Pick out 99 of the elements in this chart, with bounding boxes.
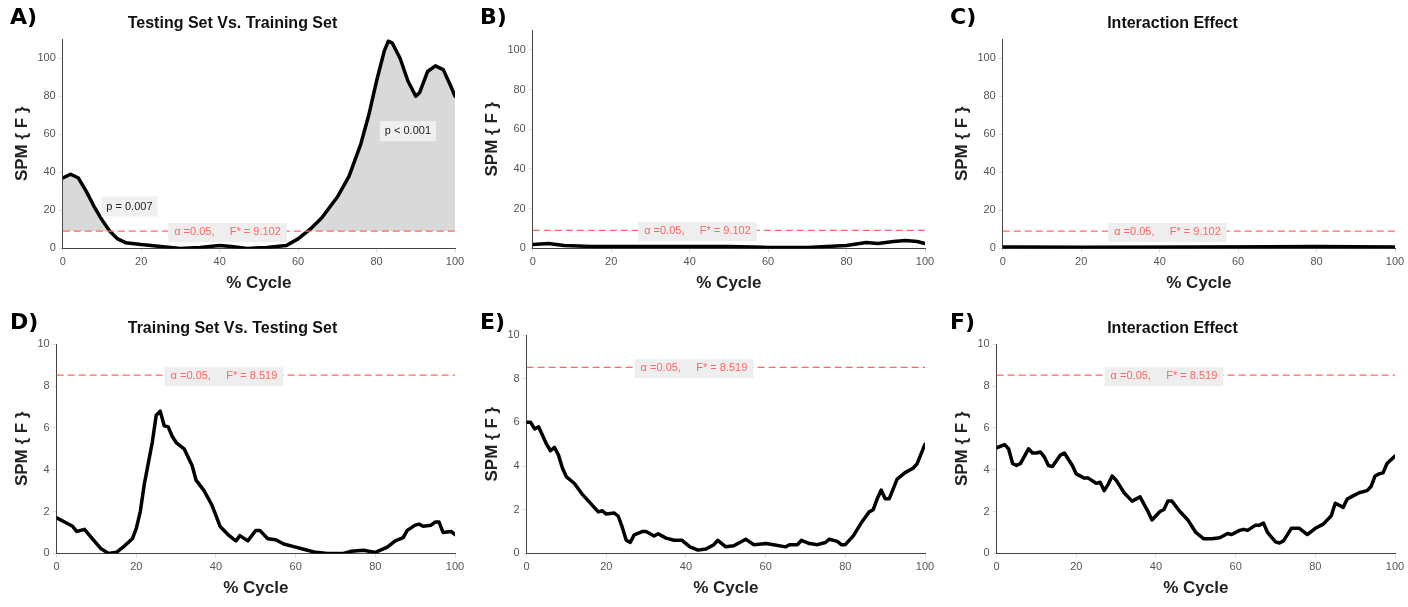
text: D) (10, 309, 39, 334)
x-tick-label: 80 (369, 560, 382, 573)
x-tick-label: 40 (683, 255, 696, 268)
y-tick-label: 10 (507, 328, 520, 341)
x-tick-label: 60 (291, 255, 305, 268)
x-axis-title: % Cycle (226, 273, 292, 293)
x-tick-label: 0 (529, 255, 536, 268)
ref-line-label: α =0.05, F* = 8.519 (1110, 369, 1218, 382)
y-tick-label: 8 (983, 379, 990, 392)
x-axis-title: % Cycle (696, 273, 762, 293)
y-tick-label: 60 (43, 127, 56, 140)
y-tick-label: 10 (977, 337, 990, 350)
x-tick-label: 20 (605, 255, 618, 268)
ref-line-label: α =0.05, F* = 9.102 (174, 225, 281, 238)
y-tick-label: 0 (513, 546, 520, 559)
x-tick-label: 100 (915, 560, 935, 573)
y-axis-title: SPM { F } (481, 101, 501, 177)
y-tick-label: 2 (43, 504, 50, 517)
y-tick-label: 4 (983, 462, 990, 475)
y-tick-label: 4 (43, 462, 50, 475)
x-tick-label: 20 (1075, 255, 1088, 268)
ref-line-label: α =0.05, F* = 9.102 (1114, 225, 1221, 238)
y-tick-label: 100 (977, 51, 996, 64)
chart-title: Testing Set Vs. Training Set (127, 14, 338, 32)
y-tick-label: 20 (513, 201, 526, 214)
x-axis-title: % Cycle (223, 578, 289, 598)
text: E) (480, 309, 506, 334)
x-tick-label: 100 (1385, 255, 1405, 268)
x-tick-label: 20 (600, 560, 613, 573)
y-axis-title: SPM { F } (951, 411, 971, 487)
y-axis-title: SPM { F } (481, 406, 501, 482)
x-tick-label: 60 (759, 560, 772, 573)
y-tick-label: 8 (513, 371, 520, 384)
x-axis-title: % Cycle (1166, 273, 1232, 293)
x-tick-label: 40 (1153, 255, 1166, 268)
y-tick-label: 0 (43, 546, 50, 559)
y-tick-label: 2 (513, 502, 520, 515)
y-tick-label: 6 (983, 420, 990, 433)
x-tick-label: 80 (839, 560, 852, 573)
y-tick-label: 60 (513, 122, 526, 135)
y-tick-label: 0 (519, 241, 526, 254)
annotation: p < 0.001 (384, 124, 432, 137)
x-tick-label: 40 (213, 255, 226, 268)
y-tick-label: 80 (983, 89, 996, 102)
chart-title: Interaction Effect (1107, 319, 1239, 337)
text: A) (10, 4, 38, 29)
ref-line-label: α =0.05, F* = 8.519 (170, 369, 278, 382)
x-axis-title: % Cycle (693, 578, 759, 598)
y-tick-label: 20 (983, 203, 996, 216)
text: C) (950, 4, 977, 29)
y-tick-label: 10 (37, 337, 50, 350)
text: F) (950, 309, 976, 334)
y-tick-label: 6 (513, 415, 520, 428)
x-tick-label: 80 (1309, 560, 1322, 573)
x-tick-label: 60 (289, 560, 302, 573)
y-tick-label: 40 (983, 165, 996, 178)
ref-line-label: α =0.05, F* = 8.519 (640, 361, 748, 374)
x-tick-label: 80 (370, 255, 383, 268)
x-tick-label: 80 (1310, 255, 1323, 268)
chart-title: Interaction Effect (1107, 14, 1239, 32)
y-tick-label: 0 (989, 241, 996, 254)
x-tick-label: 60 (1229, 560, 1242, 573)
y-tick-label: 40 (43, 165, 56, 178)
x-tick-label: 0 (59, 255, 66, 268)
x-tick-label: 20 (135, 255, 148, 268)
y-tick-label: 60 (983, 127, 996, 140)
x-tick-label: 80 (840, 255, 853, 268)
x-tick-label: 100 (1385, 560, 1405, 573)
y-tick-label: 8 (43, 379, 50, 392)
x-axis-title: % Cycle (1163, 578, 1229, 598)
y-tick-label: 40 (513, 162, 526, 175)
y-axis-title: SPM { F } (951, 106, 971, 182)
y-tick-label: 4 (513, 459, 520, 472)
ref-line-label: α =0.05, F* = 9.102 (644, 224, 751, 237)
x-tick-label: 100 (445, 255, 465, 268)
chart-title: Training Set Vs. Testing Set (127, 319, 338, 337)
y-tick-label: 0 (49, 241, 56, 254)
x-tick-label: 100 (915, 255, 935, 268)
y-axis-title: SPM { F } (11, 411, 31, 487)
x-tick-label: 20 (130, 560, 143, 573)
y-axis-title: SPM { F } (11, 106, 31, 182)
x-tick-label: 0 (999, 255, 1006, 268)
x-tick-label: 60 (1231, 255, 1245, 268)
y-tick-label: 80 (513, 82, 526, 95)
y-tick-label: 20 (43, 203, 56, 216)
x-tick-label: 20 (1070, 560, 1083, 573)
x-tick-label: 40 (679, 560, 693, 573)
y-tick-label: 80 (43, 89, 56, 102)
x-tick-label: 60 (761, 255, 775, 268)
y-tick-label: 2 (983, 504, 990, 517)
y-tick-label: 100 (37, 51, 56, 64)
y-tick-label: 0 (983, 546, 990, 559)
x-tick-label: 40 (209, 560, 223, 573)
y-tick-label: 6 (43, 420, 50, 433)
y-tick-label: 100 (507, 42, 526, 55)
x-tick-label: 100 (445, 560, 465, 573)
x-tick-label: 40 (1149, 560, 1163, 573)
text: B) (480, 4, 507, 29)
annotation: p = 0.007 (106, 199, 153, 212)
